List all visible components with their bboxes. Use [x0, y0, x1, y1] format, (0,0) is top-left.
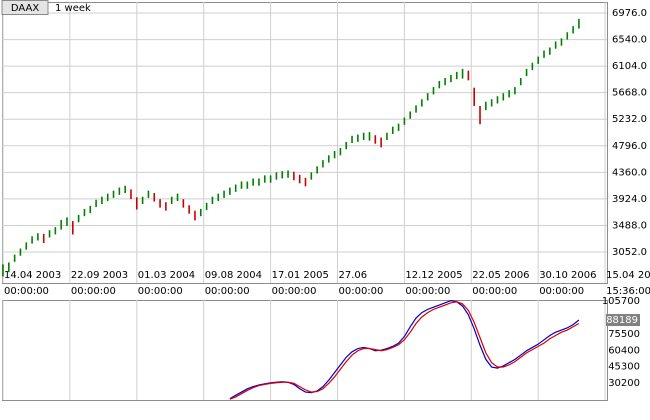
- last-value-box: [606, 314, 640, 327]
- y-tick-label: 45300: [608, 362, 640, 373]
- x-tick-time: 00:00:00: [405, 286, 450, 297]
- y-tick-label: 60400: [608, 345, 640, 356]
- x-tick-label: 17.01 2005: [272, 270, 329, 281]
- x-tick-label: 01.03 2004: [138, 270, 195, 281]
- y-tick-label: 4360.0: [612, 167, 647, 178]
- y-tick-label: 3052.0: [612, 247, 647, 258]
- symbol: DAAX: [11, 3, 39, 14]
- y-tick-label: 5232.0: [612, 114, 647, 125]
- x-tick-label: 27.06: [338, 270, 367, 281]
- y-tick-label: 6976.0: [612, 8, 647, 19]
- symbol-box: [1, 0, 49, 15]
- x-tick-label: 22.09 2003: [71, 270, 128, 281]
- y-tick-label: 75500: [608, 329, 640, 340]
- y-tick-label: 3488.0: [612, 220, 647, 231]
- x-tick-time: 00:00:00: [138, 286, 183, 297]
- x-tick-time: 00:00:00: [338, 286, 383, 297]
- x-tick-label: 15.04 2007: [606, 270, 650, 281]
- y-tick-label: 30200: [608, 378, 640, 389]
- x-tick-time: 00:00:00: [205, 286, 250, 297]
- x-tick-label: 09.08 2004: [205, 270, 262, 281]
- interval: 1 week: [55, 3, 91, 14]
- last-value-label: 88189: [606, 315, 638, 326]
- x-tick-time: 00:00:00: [539, 286, 584, 297]
- y-tick-label: 3924.0: [612, 194, 647, 205]
- y-tick-label: 105700: [602, 296, 640, 307]
- y-tick-label: 6104.0: [612, 61, 647, 72]
- y-tick-label: 6540.0: [612, 35, 647, 46]
- x-tick-time: 15:36:00: [606, 286, 650, 297]
- indicator-line: [229, 301, 580, 400]
- x-tick-time: 00:00:00: [4, 286, 49, 297]
- x-tick-label: 22.05 2006: [472, 270, 529, 281]
- x-tick-label: 30.10 2006: [539, 270, 596, 281]
- x-tick-label: 14.04 2003: [4, 270, 61, 281]
- x-tick-time: 00:00:00: [71, 286, 116, 297]
- x-tick-time: 00:00:00: [272, 286, 317, 297]
- y-tick-label: 5668.0: [612, 88, 647, 99]
- x-tick-time: 00:00:00: [472, 286, 517, 297]
- y-tick-label: 4796.0: [612, 141, 647, 152]
- x-tick-label: 12.12 2005: [405, 270, 462, 281]
